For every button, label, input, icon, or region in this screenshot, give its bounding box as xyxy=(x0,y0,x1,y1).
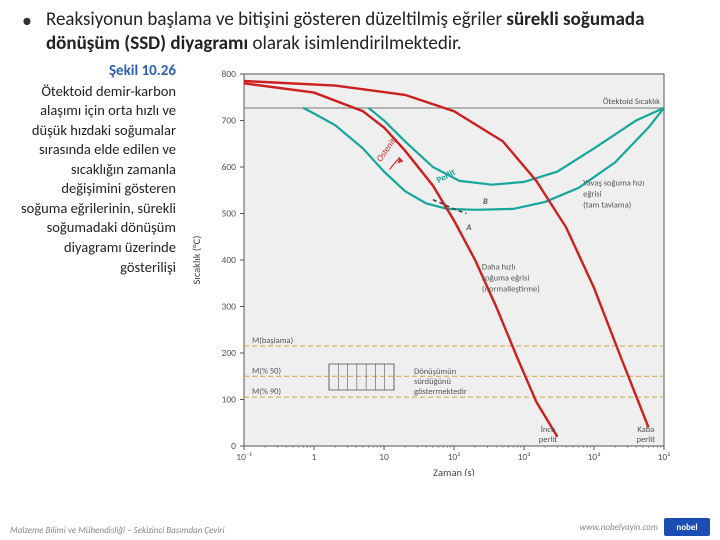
svg-text:10: 10 xyxy=(379,451,389,463)
bullet-item: • Reaksiyonun başlama ve bitişini göster… xyxy=(0,0,720,56)
svg-text:Yavaş soğuma hızı: Yavaş soğuma hızı xyxy=(583,178,644,188)
content-row: Şekil 10.26 Ötektoid demir-karbon alaşım… xyxy=(0,56,720,476)
svg-text:200: 200 xyxy=(222,347,237,359)
svg-text:M(% 50): M(% 50) xyxy=(252,366,281,376)
svg-text:Kaba: Kaba xyxy=(637,425,654,435)
svg-text:M(% 90): M(% 90) xyxy=(252,387,281,397)
svg-text:10²: 10² xyxy=(448,451,461,463)
svg-text:Zaman (s): Zaman (s) xyxy=(433,466,475,476)
svg-text:perlit: perlit xyxy=(637,435,656,445)
svg-text:300: 300 xyxy=(222,300,237,312)
svg-text:Sıcaklık (°C): Sıcaklık (°C) xyxy=(190,235,203,284)
bullet-pre: Reaksiyonun başlama ve bitişini gösteren… xyxy=(46,8,506,31)
svg-text:perlit: perlit xyxy=(539,435,558,445)
svg-text:eğrisi: eğrisi xyxy=(583,189,601,199)
svg-text:İnce: İnce xyxy=(541,425,555,435)
svg-text:1: 1 xyxy=(312,451,317,463)
chart-column: 010020030040050060070080010⁻¹11010²10³10… xyxy=(182,56,710,476)
svg-text:600: 600 xyxy=(222,161,237,173)
svg-text:400: 400 xyxy=(222,254,237,266)
bullet-text: Reaksiyonun başlama ve bitişini gösteren… xyxy=(46,8,698,56)
footer-left: Malzeme Bilimi ve Mühendisliği – Sekizin… xyxy=(10,525,225,536)
footer: Malzeme Bilimi ve Mühendisliği – Sekizin… xyxy=(10,518,710,536)
caption-column: Şekil 10.26 Ötektoid demir-karbon alaşım… xyxy=(12,56,182,476)
svg-text:M(başlama): M(başlama) xyxy=(252,336,293,346)
svg-text:10⁻¹: 10⁻¹ xyxy=(236,451,252,463)
footer-url: www.nobelyayin.com xyxy=(580,522,658,533)
svg-text:Dönüşümün: Dönüşümün xyxy=(414,367,456,377)
publisher-logo: nobel xyxy=(664,518,710,536)
svg-text:800: 800 xyxy=(222,68,237,80)
bullet-marker: • xyxy=(22,8,32,56)
bullet-post: olarak isimlendirilmektedir. xyxy=(248,32,462,55)
svg-text:Ötektoid Sıcaklık: Ötektoid Sıcaklık xyxy=(603,96,660,106)
svg-text:(tam tavlama): (tam tavlama) xyxy=(583,200,631,210)
figure-caption: Ötektoid demir-karbon alaşımı için orta … xyxy=(12,82,176,278)
svg-text:göstermektedir: göstermektedir xyxy=(414,387,467,397)
ssd-chart: 010020030040050060070080010⁻¹11010²10³10… xyxy=(182,56,702,476)
figure-label: Şekil 10.26 xyxy=(12,62,176,80)
svg-text:10⁵: 10⁵ xyxy=(658,451,671,463)
svg-text:soğuma eğrisi: soğuma eğrisi xyxy=(482,273,530,283)
svg-text:100: 100 xyxy=(222,393,237,405)
svg-text:500: 500 xyxy=(222,207,237,219)
svg-text:A: A xyxy=(465,223,471,233)
svg-text:Daha hızlı: Daha hızlı xyxy=(482,262,515,272)
svg-text:700: 700 xyxy=(222,114,237,126)
svg-text:(normalleştirme): (normalleştirme) xyxy=(482,284,540,294)
svg-text:10³: 10³ xyxy=(518,451,531,463)
svg-text:B: B xyxy=(483,197,488,207)
svg-text:sürdüğünü: sürdüğünü xyxy=(414,377,451,387)
svg-text:10⁴: 10⁴ xyxy=(587,451,601,463)
